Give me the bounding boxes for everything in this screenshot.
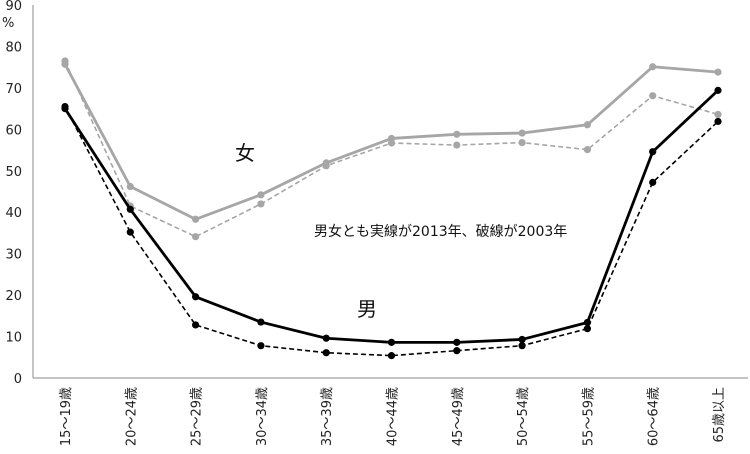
data-point — [649, 178, 657, 186]
x-tick-label: 65歳以上 — [712, 387, 727, 443]
data-point — [649, 63, 657, 71]
x-tick-label: 35～39歳 — [320, 387, 335, 446]
data-point — [714, 110, 722, 119]
series-1 — [61, 57, 722, 241]
data-point — [518, 335, 526, 344]
data-point — [192, 293, 200, 301]
y-tick-label: 90 — [5, 0, 22, 14]
data-point — [583, 121, 592, 129]
x-tick-labels: 15～19歳 20～24歳 25～29歳 30～34歳 35～39歳 40～44歳 45～4… — [59, 387, 727, 446]
data-point — [649, 92, 657, 100]
data-point — [257, 200, 265, 208]
x-tick-label: 55～59歳 — [581, 387, 596, 446]
x-tick-label: 60～64歳 — [647, 387, 662, 446]
x-tick-label: 30～34歳 — [255, 387, 270, 446]
data-point — [61, 102, 69, 111]
series-line — [64, 60, 719, 238]
data-point — [126, 205, 134, 213]
data-point — [453, 338, 461, 346]
female-annotation: 女 — [235, 141, 255, 165]
data-point — [453, 130, 461, 138]
data-point — [192, 215, 200, 223]
y-tick-label: 30 — [5, 248, 22, 263]
x-tick-label: 40～44歳 — [386, 387, 401, 446]
data-point — [192, 233, 200, 241]
data-point — [387, 352, 396, 360]
y-tick-label: 10 — [5, 331, 22, 346]
data-point — [61, 57, 69, 65]
data-point — [714, 68, 722, 76]
data-point — [518, 129, 526, 137]
data-point — [257, 318, 265, 326]
data-point — [322, 349, 330, 357]
x-tick-label: 45～49歳 — [451, 387, 466, 446]
y-tick-label: 0 — [14, 372, 22, 387]
data-point — [387, 338, 396, 346]
series-line — [63, 89, 719, 344]
data-point — [714, 86, 722, 94]
series-3 — [61, 102, 722, 360]
data-point — [387, 139, 396, 147]
data-point — [126, 228, 134, 236]
y-tick-label: 40 — [5, 206, 22, 221]
y-tick-label: 50 — [5, 165, 22, 180]
y-tick-labels: 0 10 20 30 40 50 60 70 80 90 — [5, 0, 22, 387]
data-point — [453, 347, 461, 355]
data-point — [257, 342, 265, 350]
y-tick-label: 70 — [5, 82, 22, 97]
series-2 — [61, 86, 722, 346]
data-point — [192, 321, 200, 329]
x-tick-label: 20～24歳 — [124, 387, 139, 446]
data-point — [583, 146, 592, 154]
x-tick-label: 15～19歳 — [59, 387, 74, 446]
x-tick-label: 50～54歳 — [516, 387, 531, 446]
y-tick-label: 80 — [5, 40, 22, 55]
data-point — [714, 117, 722, 126]
data-point — [518, 342, 526, 350]
data-point — [453, 141, 461, 149]
y-tick-label: 60 — [5, 123, 22, 138]
data-point — [126, 182, 134, 191]
data-point — [583, 325, 592, 333]
series-layer — [61, 57, 722, 360]
y-tick-label: 20 — [5, 289, 22, 304]
data-point — [518, 138, 526, 147]
line-style-note: 男女とも実線が2013年、破線が2003年 — [314, 223, 567, 240]
data-point — [649, 148, 657, 156]
series-line — [64, 106, 719, 357]
data-point — [322, 334, 330, 342]
y-axis-unit-label: % — [2, 16, 14, 31]
x-tick-label: 25～29歳 — [190, 387, 205, 446]
male-annotation: 男 — [357, 297, 377, 321]
data-point — [257, 191, 265, 199]
data-point — [322, 162, 330, 170]
